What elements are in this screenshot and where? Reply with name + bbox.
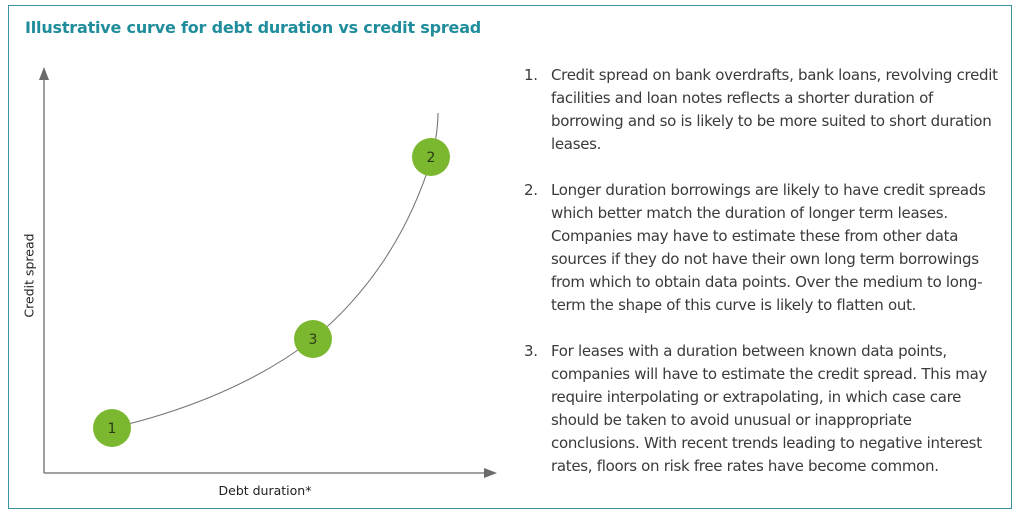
note-item: 2. Longer duration borrowings are likely… — [524, 179, 1004, 317]
figure-frame — [8, 5, 1012, 509]
x-axis-arrow-icon — [484, 468, 497, 478]
note-item: 3. For leases with a duration between kn… — [524, 340, 1004, 478]
notes-list: 1. Credit spread on bank overdrafts, ban… — [524, 64, 1004, 501]
svg-text:3: 3 — [309, 332, 318, 348]
marker-1: 1 — [93, 409, 131, 447]
svg-text:2: 2 — [427, 150, 436, 166]
note-text: Credit spread on bank overdrafts, bank l… — [551, 66, 998, 153]
svg-text:1: 1 — [108, 421, 117, 437]
credit-spread-chart: 1 3 2 — [39, 67, 497, 478]
note-number: 3. — [524, 342, 538, 360]
note-text: Longer duration borrowings are likely to… — [551, 181, 986, 314]
note-number: 1. — [524, 66, 538, 84]
credit-spread-curve — [111, 112, 439, 429]
note-item: 1. Credit spread on bank overdrafts, ban… — [524, 64, 1004, 156]
note-number: 2. — [524, 181, 538, 199]
figure-title: Illustrative curve for debt duration vs … — [25, 18, 482, 37]
y-axis-label: Credit spread — [21, 233, 37, 318]
x-axis-label: Debt duration* — [218, 483, 312, 498]
note-text: For leases with a duration between known… — [551, 342, 988, 475]
y-axis-arrow-icon — [39, 67, 49, 80]
marker-3: 3 — [294, 320, 332, 358]
marker-2: 2 — [412, 138, 450, 176]
